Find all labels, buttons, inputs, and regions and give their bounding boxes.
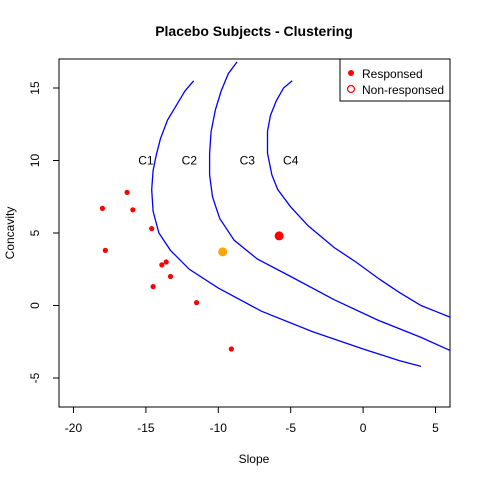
legend-marker-responsed [348, 70, 354, 76]
x-axis: -20 -15 -10 -5 0 5 [65, 406, 439, 435]
cluster-labels: C1 C2 C3 C4 [138, 154, 298, 168]
y-tick-label: -5 [28, 372, 42, 383]
cluster-label-c2: C2 [182, 154, 198, 168]
x-tick-label: 5 [432, 421, 439, 435]
data-point [228, 346, 234, 352]
x-tick-label: -10 [210, 421, 228, 435]
data-point [124, 189, 130, 195]
data-point [163, 259, 169, 265]
boundary-line-c3 [266, 80, 450, 318]
boundary-line-c1 [151, 80, 422, 368]
chart-title: Placebo Subjects - Clustering [155, 23, 353, 39]
x-tick-label: -5 [285, 421, 296, 435]
data-point [150, 284, 156, 290]
legend-label-non-responsed: Non-responsed [362, 83, 444, 97]
legend-box [339, 58, 451, 102]
y-axis: -5 0 5 10 15 [28, 81, 60, 383]
boundary-line-c2 [208, 61, 450, 351]
plot-frame [58, 58, 451, 408]
cluster-boundaries [151, 61, 450, 368]
data-point [99, 205, 106, 211]
y-axis-label: Concavity [3, 207, 17, 260]
legend-marker-non-responsed [346, 84, 356, 94]
data-points [99, 189, 284, 352]
legend-label-responsed: Responsed [362, 67, 423, 81]
cluster-label-c1: C1 [138, 154, 154, 168]
cluster-label-c3: C3 [240, 154, 256, 168]
data-point [130, 207, 136, 213]
x-axis-label: Slope [239, 452, 270, 466]
highlight-point [274, 231, 284, 241]
data-point [167, 273, 174, 280]
y-tick-label: 10 [28, 154, 42, 168]
data-point [102, 247, 108, 253]
y-tick-label: 15 [28, 81, 42, 95]
y-tick-label: 5 [28, 229, 42, 236]
data-point [149, 226, 155, 232]
data-point [193, 300, 200, 306]
x-tick-label: -20 [65, 421, 83, 435]
y-tick-label: 0 [28, 302, 42, 309]
x-tick-label: -15 [137, 421, 155, 435]
legend: Responsed Non-responsed [339, 58, 451, 102]
x-tick-label: 0 [360, 421, 367, 435]
data-point [159, 262, 165, 268]
highlight-point [218, 247, 228, 257]
cluster-label-c4: C4 [283, 154, 299, 168]
